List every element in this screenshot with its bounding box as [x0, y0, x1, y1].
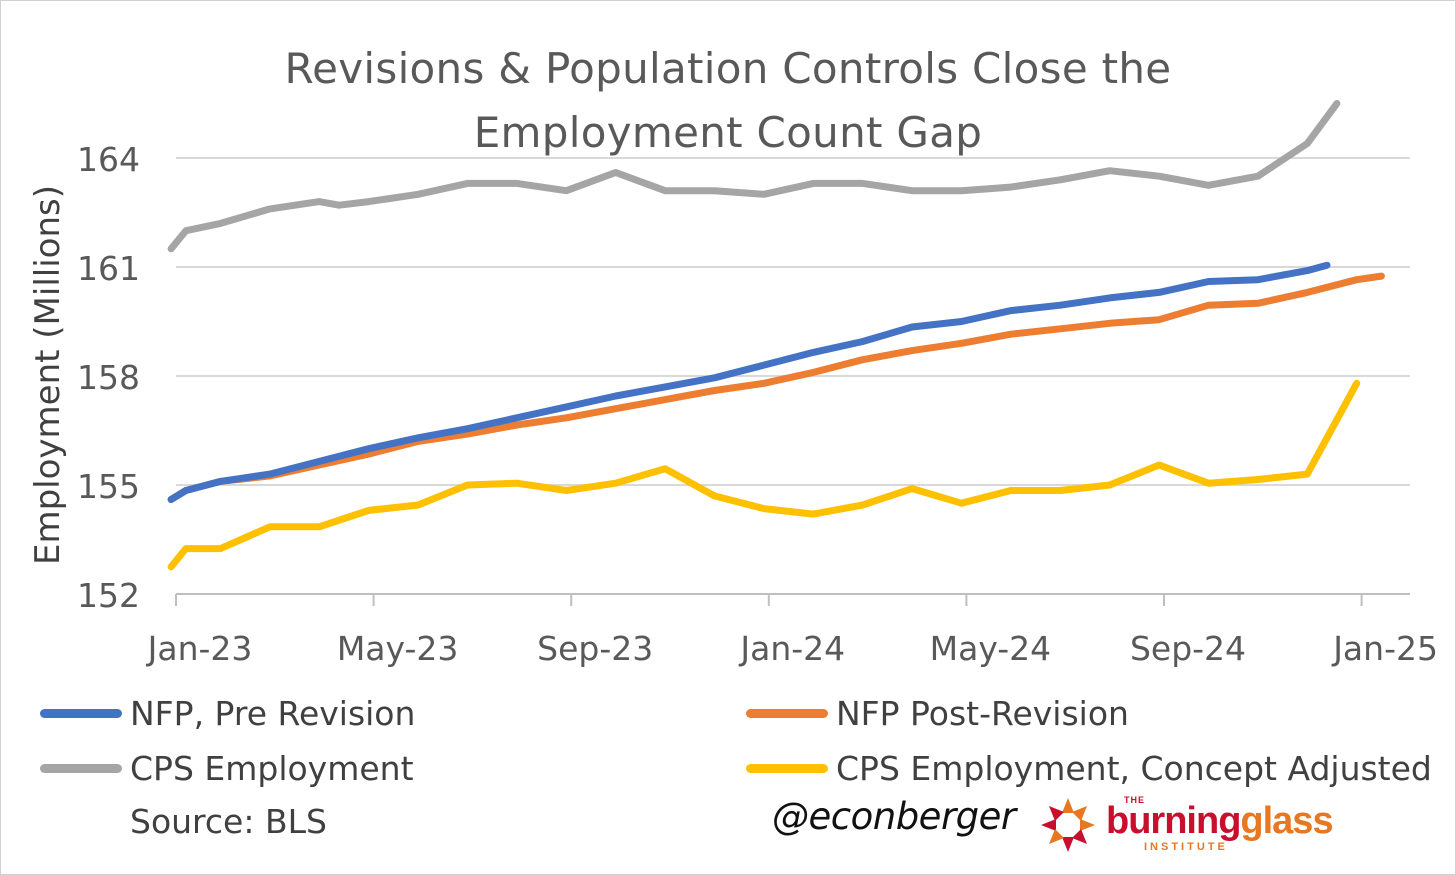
legend-item-cps-adjusted: CPS Employment, Concept Adjusted: [746, 748, 1432, 788]
chart-title-line-1: Revisions & Population Controls Close th…: [284, 44, 1172, 93]
legend-label: NFP, Pre Revision: [130, 693, 416, 733]
series-line-nfp-pre-revision: [167, 261, 1331, 503]
legend-swatch: [746, 708, 828, 718]
source-note: Source: BLS: [130, 802, 327, 841]
logo-institute-text: INSTITUTE: [1144, 841, 1228, 853]
x-tick-label: Sep-24: [1130, 629, 1246, 668]
logo-word-glass: glass: [1240, 800, 1333, 842]
starburst-logo-icon: [1041, 798, 1095, 852]
legend-label: NFP Post-Revision: [836, 693, 1129, 733]
y-tick-label: 152: [77, 576, 140, 615]
series-line-cps-employment: [167, 100, 1341, 253]
legend-label: CPS Employment, Concept Adjusted: [836, 748, 1432, 788]
logo-name: burningglass: [1106, 800, 1334, 842]
y-tick-label: 158: [77, 358, 140, 397]
legend-swatch: [40, 763, 122, 773]
x-tick-label: Sep-23: [537, 629, 653, 668]
legend-label: CPS Employment: [130, 748, 414, 788]
x-tick-label: May-23: [337, 629, 459, 668]
logo-the-text: THE: [1124, 795, 1145, 805]
logo-word-burning: burning: [1106, 800, 1241, 842]
y-tick-label: 155: [77, 467, 140, 506]
x-tick-label: Jan-25: [1331, 629, 1438, 668]
x-tick-label: Jan-23: [146, 629, 253, 668]
legend-item-nfp-pre: NFP, Pre Revision: [40, 693, 415, 733]
y-tick-label: 164: [77, 140, 140, 179]
chart-title-line-2: Employment Count Gap: [473, 108, 983, 157]
legend-swatch: [746, 763, 828, 773]
legend-swatch: [40, 708, 122, 718]
series-line-nfp-post-revision: [167, 272, 1385, 503]
burning-glass-logo: THE burningglass INSTITUTE: [1040, 795, 1350, 857]
legend-item-cps: CPS Employment: [40, 748, 414, 788]
x-tick-label: Jan-24: [738, 629, 845, 668]
author-handle: @econberger: [772, 795, 1016, 838]
series-line-cps-employment-concept-adjusted: [167, 379, 1361, 571]
y-tick-label: 161: [77, 249, 140, 288]
x-tick-label: May-24: [930, 629, 1052, 668]
legend-item-nfp-post: NFP Post-Revision: [746, 693, 1129, 733]
